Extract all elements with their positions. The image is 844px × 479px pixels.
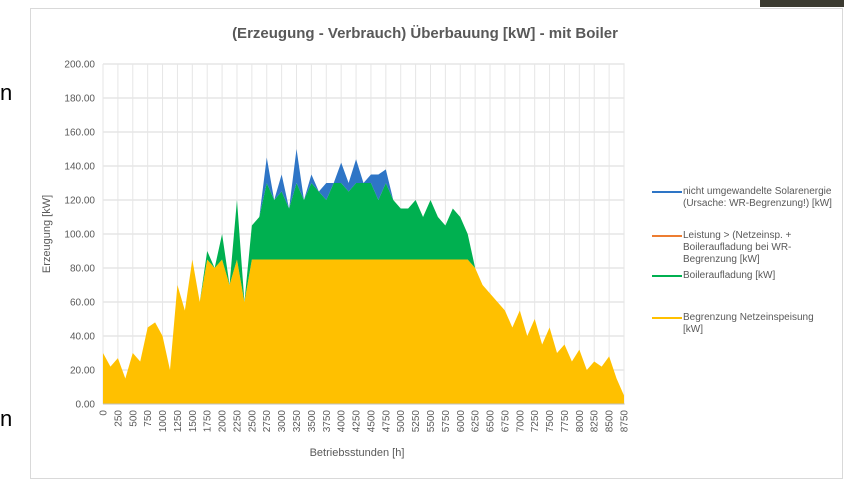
x-tick-label: 8750 xyxy=(620,410,631,433)
x-tick-label: 2500 xyxy=(247,410,258,433)
x-tick-label: 4750 xyxy=(381,410,392,433)
y-tick-label: 100.00 xyxy=(64,230,95,241)
x-tick-label: 1000 xyxy=(158,410,169,433)
legend-swatch xyxy=(652,191,682,193)
x-tick-label: 8000 xyxy=(575,410,586,433)
y-tick-label: 140.00 xyxy=(64,162,95,173)
slide-text-fragment: n xyxy=(0,406,12,431)
x-tick-label: 6750 xyxy=(500,410,511,433)
x-tick-label: 6250 xyxy=(471,410,482,433)
x-tick-label: 0 xyxy=(99,410,110,416)
x-tick-label: 5000 xyxy=(396,410,407,433)
photo-edge xyxy=(760,0,844,7)
y-tick-label: 20.00 xyxy=(70,366,95,377)
x-tick-label: 3250 xyxy=(292,410,303,433)
slide-text-fragment: n xyxy=(0,80,12,105)
x-tick-label: 3000 xyxy=(277,410,288,433)
y-tick-label: 0.00 xyxy=(76,400,96,411)
x-tick-label: 500 xyxy=(128,410,139,427)
x-tick-label: 2000 xyxy=(218,410,229,433)
x-tick-label: 1500 xyxy=(188,410,199,433)
x-axis-label: Betriebsstunden [h] xyxy=(310,447,405,459)
legend-label: Begrenzung Netzeinspeisung [kW] xyxy=(683,312,833,336)
x-tick-label: 4250 xyxy=(352,410,363,433)
x-tick-label: 5250 xyxy=(411,410,422,433)
x-tick-label: 2750 xyxy=(262,410,273,433)
y-tick-label: 80.00 xyxy=(70,264,95,275)
x-tick-label: 7500 xyxy=(545,410,556,433)
x-tick-label: 8250 xyxy=(590,410,601,433)
legend-swatch xyxy=(652,275,682,277)
y-tick-label: 180.00 xyxy=(64,94,95,105)
y-axis-label: Erzeugung [kW] xyxy=(41,195,53,273)
y-tick-label: 60.00 xyxy=(70,298,95,309)
legend-label: nicht umgewandelte Solarenergie (Ursache… xyxy=(683,186,833,210)
x-tick-label: 6500 xyxy=(486,410,497,433)
y-tick-label: 160.00 xyxy=(64,128,95,139)
x-tick-label: 1750 xyxy=(203,410,214,433)
y-tick-label: 40.00 xyxy=(70,332,95,343)
x-tick-label: 250 xyxy=(113,410,124,427)
x-tick-label: 3750 xyxy=(322,410,333,433)
x-tick-label: 4500 xyxy=(366,410,377,433)
x-tick-label: 4000 xyxy=(337,410,348,433)
x-tick-label: 7750 xyxy=(560,410,571,433)
x-tick-label: 5500 xyxy=(426,410,437,433)
legend-swatch xyxy=(652,235,682,237)
x-tick-label: 750 xyxy=(143,410,154,427)
y-tick-label: 120.00 xyxy=(64,196,95,207)
x-tick-label: 5750 xyxy=(441,410,452,433)
x-tick-label: 2250 xyxy=(232,410,243,433)
legend-label: Boileraufladung [kW] xyxy=(683,270,833,282)
x-tick-label: 6000 xyxy=(456,410,467,433)
page: {"background_fragments": ["n", "n"], "ch… xyxy=(0,0,844,479)
x-tick-label: 7000 xyxy=(515,410,526,433)
x-tick-label: 3500 xyxy=(307,410,318,433)
x-tick-label: 8500 xyxy=(605,410,616,433)
x-tick-label: 7250 xyxy=(530,410,541,433)
legend-swatch xyxy=(652,317,682,319)
chart-title: (Erzeugung - Verbrauch) Überbauung [kW] … xyxy=(232,25,618,42)
legend-label: Leistung > (Netzeinsp. + Boileraufladung… xyxy=(683,230,833,266)
y-tick-label: 200.00 xyxy=(64,60,95,71)
x-tick-label: 1250 xyxy=(173,410,184,433)
